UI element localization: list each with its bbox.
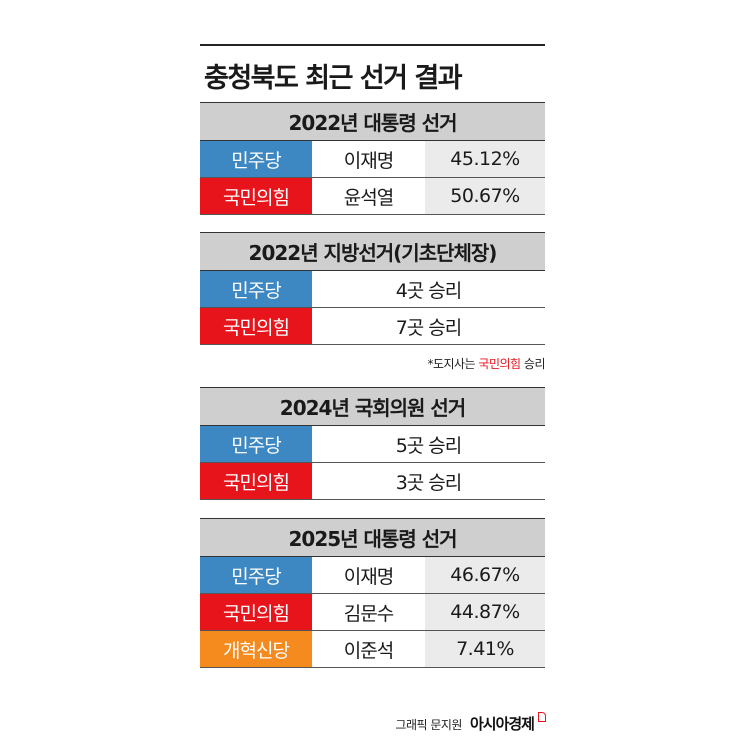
brand-logo: 아시아경제: [469, 715, 535, 733]
footnote-party-highlight: 국민의힘: [478, 357, 521, 371]
footer: 그래픽 문지원 아시아경제: [360, 712, 546, 734]
vote-percentage: 44.87%: [425, 594, 545, 630]
top-rule: [200, 44, 545, 46]
section-header: 2022년 대통령 선거: [200, 102, 545, 141]
section-header: 2022년 지방선거(기초단체장): [200, 232, 545, 271]
page-title: 충청북도 최근 선거 결과: [204, 63, 463, 94]
result-row: 국민의힘 윤석열 50.67%: [200, 178, 545, 215]
candidate-name: 김문수: [312, 594, 425, 630]
section-2025-presidential: 2025년 대통령 선거 민주당 이재명 46.67% 국민의힘 김문수 44.…: [200, 518, 545, 668]
party-label: 개혁신당: [200, 631, 312, 667]
result-row: 국민의힘 3곳 승리: [200, 463, 545, 500]
section-2022-local: 2022년 지방선거(기초단체장) 민주당 4곳 승리 국민의힘 7곳 승리: [200, 232, 545, 345]
candidate-name: 윤석열: [312, 178, 425, 214]
result-row: 국민의힘 7곳 승리: [200, 308, 545, 345]
result-row: 민주당 이재명 45.12%: [200, 141, 545, 178]
section-2022-presidential: 2022년 대통령 선거 민주당 이재명 45.12% 국민의힘 윤석열 50.…: [200, 102, 545, 215]
section-header: 2024년 국회의원 선거: [200, 387, 545, 426]
party-label: 민주당: [200, 271, 312, 307]
brand-mark-icon: [538, 712, 546, 722]
party-label: 국민의힘: [200, 463, 312, 499]
section-2024-national-assembly: 2024년 국회의원 선거 민주당 5곳 승리 국민의힘 3곳 승리: [200, 387, 545, 500]
party-label: 국민의힘: [200, 308, 312, 344]
result-row: 개혁신당 이준석 7.41%: [200, 631, 545, 668]
graphic-credit: 그래픽 문지원: [395, 718, 462, 732]
candidate-name: 이재명: [312, 141, 425, 177]
section-header: 2025년 대통령 선거: [200, 518, 545, 557]
seat-result: 5곳 승리: [312, 426, 545, 462]
vote-percentage: 45.12%: [425, 141, 545, 177]
party-label: 민주당: [200, 426, 312, 462]
seat-result: 7곳 승리: [312, 308, 545, 344]
result-row: 민주당 이재명 46.67%: [200, 557, 545, 594]
party-label: 민주당: [200, 141, 312, 177]
footnote: *도지사는 국민의힘 승리: [427, 357, 545, 371]
party-label: 민주당: [200, 557, 312, 593]
vote-percentage: 50.67%: [425, 178, 545, 214]
result-row: 민주당 5곳 승리: [200, 426, 545, 463]
party-label: 국민의힘: [200, 594, 312, 630]
vote-percentage: 46.67%: [425, 557, 545, 593]
seat-result: 3곳 승리: [312, 463, 545, 499]
result-row: 민주당 4곳 승리: [200, 271, 545, 308]
result-row: 국민의힘 김문수 44.87%: [200, 594, 545, 631]
candidate-name: 이준석: [312, 631, 425, 667]
vote-percentage: 7.41%: [425, 631, 545, 667]
candidate-name: 이재명: [312, 557, 425, 593]
party-label: 국민의힘: [200, 178, 312, 214]
seat-result: 4곳 승리: [312, 271, 545, 307]
